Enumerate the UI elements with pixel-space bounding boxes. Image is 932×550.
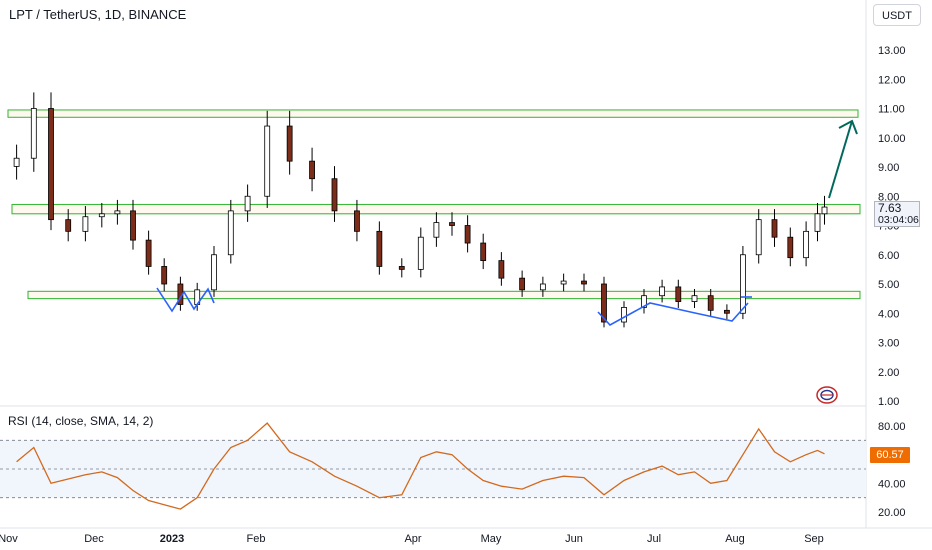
price-candle xyxy=(691,295,698,302)
price-candle xyxy=(449,222,455,226)
price-candle xyxy=(376,230,383,267)
price-candle xyxy=(48,108,54,221)
projection-arrow-head xyxy=(838,119,858,135)
price-candle xyxy=(675,286,682,302)
price-candle xyxy=(331,178,338,212)
price-axis-tick: 6.00 xyxy=(878,250,899,262)
support-resistance-zone xyxy=(27,290,861,300)
rounding-bottom-pattern xyxy=(597,302,749,327)
price-candle xyxy=(821,206,828,215)
price-candle xyxy=(771,219,778,238)
price-candle xyxy=(539,283,546,291)
time-axis-tick: Nov xyxy=(0,533,18,545)
price-candle xyxy=(480,242,487,262)
price-candle xyxy=(417,236,424,270)
price-axis-tick: 5.00 xyxy=(878,279,899,291)
candle-countdown: 03:04:06 xyxy=(878,214,919,226)
projection-arrow xyxy=(828,120,853,199)
time-axis-tick: Apr xyxy=(404,533,421,545)
time-axis-tick: Sep xyxy=(804,533,824,545)
rsi-axis-tick: 80.00 xyxy=(878,421,906,433)
price-candle xyxy=(398,266,405,270)
price-candle xyxy=(787,236,794,259)
price-candle xyxy=(82,216,89,232)
rsi-line xyxy=(16,422,825,510)
price-candle xyxy=(519,277,526,291)
price-candle xyxy=(286,125,293,162)
price-candle xyxy=(560,280,567,285)
price-axis-tick: 1.00 xyxy=(878,396,899,408)
last-price-tag: 7.63 03:04:06 xyxy=(874,201,920,227)
price-candle xyxy=(30,108,37,159)
price-candle xyxy=(621,306,627,323)
time-axis-tick: Jul xyxy=(647,533,661,545)
price-candle xyxy=(707,295,714,311)
price-candle xyxy=(227,210,234,256)
price-candle xyxy=(130,210,136,241)
price-axis-tick: 8.00 xyxy=(878,191,899,203)
time-axis-tick: Feb xyxy=(247,533,266,545)
price-candle xyxy=(161,266,168,285)
time-axis-tick: 2023 xyxy=(160,533,184,545)
price-candle xyxy=(98,213,105,218)
watermark-logo-icon xyxy=(816,386,838,404)
time-axis-tick: Aug xyxy=(725,533,745,545)
price-candle xyxy=(244,195,251,212)
time-axis-tick: Dec xyxy=(84,533,104,545)
price-candle xyxy=(433,222,440,238)
support-resistance-zone xyxy=(7,109,859,118)
price-candle xyxy=(601,283,607,323)
price-candle xyxy=(211,254,217,291)
price-candle xyxy=(309,160,315,180)
price-candle xyxy=(755,219,762,256)
price-axis-tick: 10.00 xyxy=(878,133,906,145)
price-axis-tick: 9.00 xyxy=(878,162,899,174)
price-candle xyxy=(354,210,360,232)
time-axis-tick: Jun xyxy=(565,533,583,545)
chart-title: LPT / TetherUS, 1D, BINANCE xyxy=(9,7,187,22)
price-candle xyxy=(803,230,809,259)
price-axis-tick: 3.00 xyxy=(878,338,899,350)
rsi-axis-tick: 40.00 xyxy=(878,478,906,490)
price-candle xyxy=(641,295,647,308)
price-candle xyxy=(13,157,20,167)
price-candle xyxy=(264,125,271,197)
time-axis-tick: May xyxy=(481,533,502,545)
price-candle xyxy=(145,239,152,267)
price-axis-tick: 4.00 xyxy=(878,308,899,320)
price-axis-tick: 2.00 xyxy=(878,367,899,379)
price-candle xyxy=(464,225,471,244)
price-axis-tick: 11.00 xyxy=(878,104,905,116)
price-candle xyxy=(659,286,665,297)
price-candle xyxy=(814,213,821,232)
price-candle xyxy=(724,309,730,314)
price-axis-tick: 12.00 xyxy=(878,74,906,86)
last-price-value: 7.63 xyxy=(878,201,902,215)
price-axis-tick: 13.00 xyxy=(878,45,906,57)
price-candle xyxy=(498,260,505,279)
double-bottom-pattern xyxy=(156,287,215,313)
rsi-indicator-label[interactable]: RSI (14, close, SMA, 14, 2) xyxy=(8,414,154,428)
rsi-value-tag: 60.57 xyxy=(870,447,910,463)
currency-button[interactable]: USDT xyxy=(873,4,921,26)
price-candle xyxy=(581,280,587,285)
price-candle xyxy=(740,254,746,314)
price-candle xyxy=(65,219,72,232)
price-candle xyxy=(114,210,121,215)
rsi-axis-tick: 20.00 xyxy=(878,507,906,519)
